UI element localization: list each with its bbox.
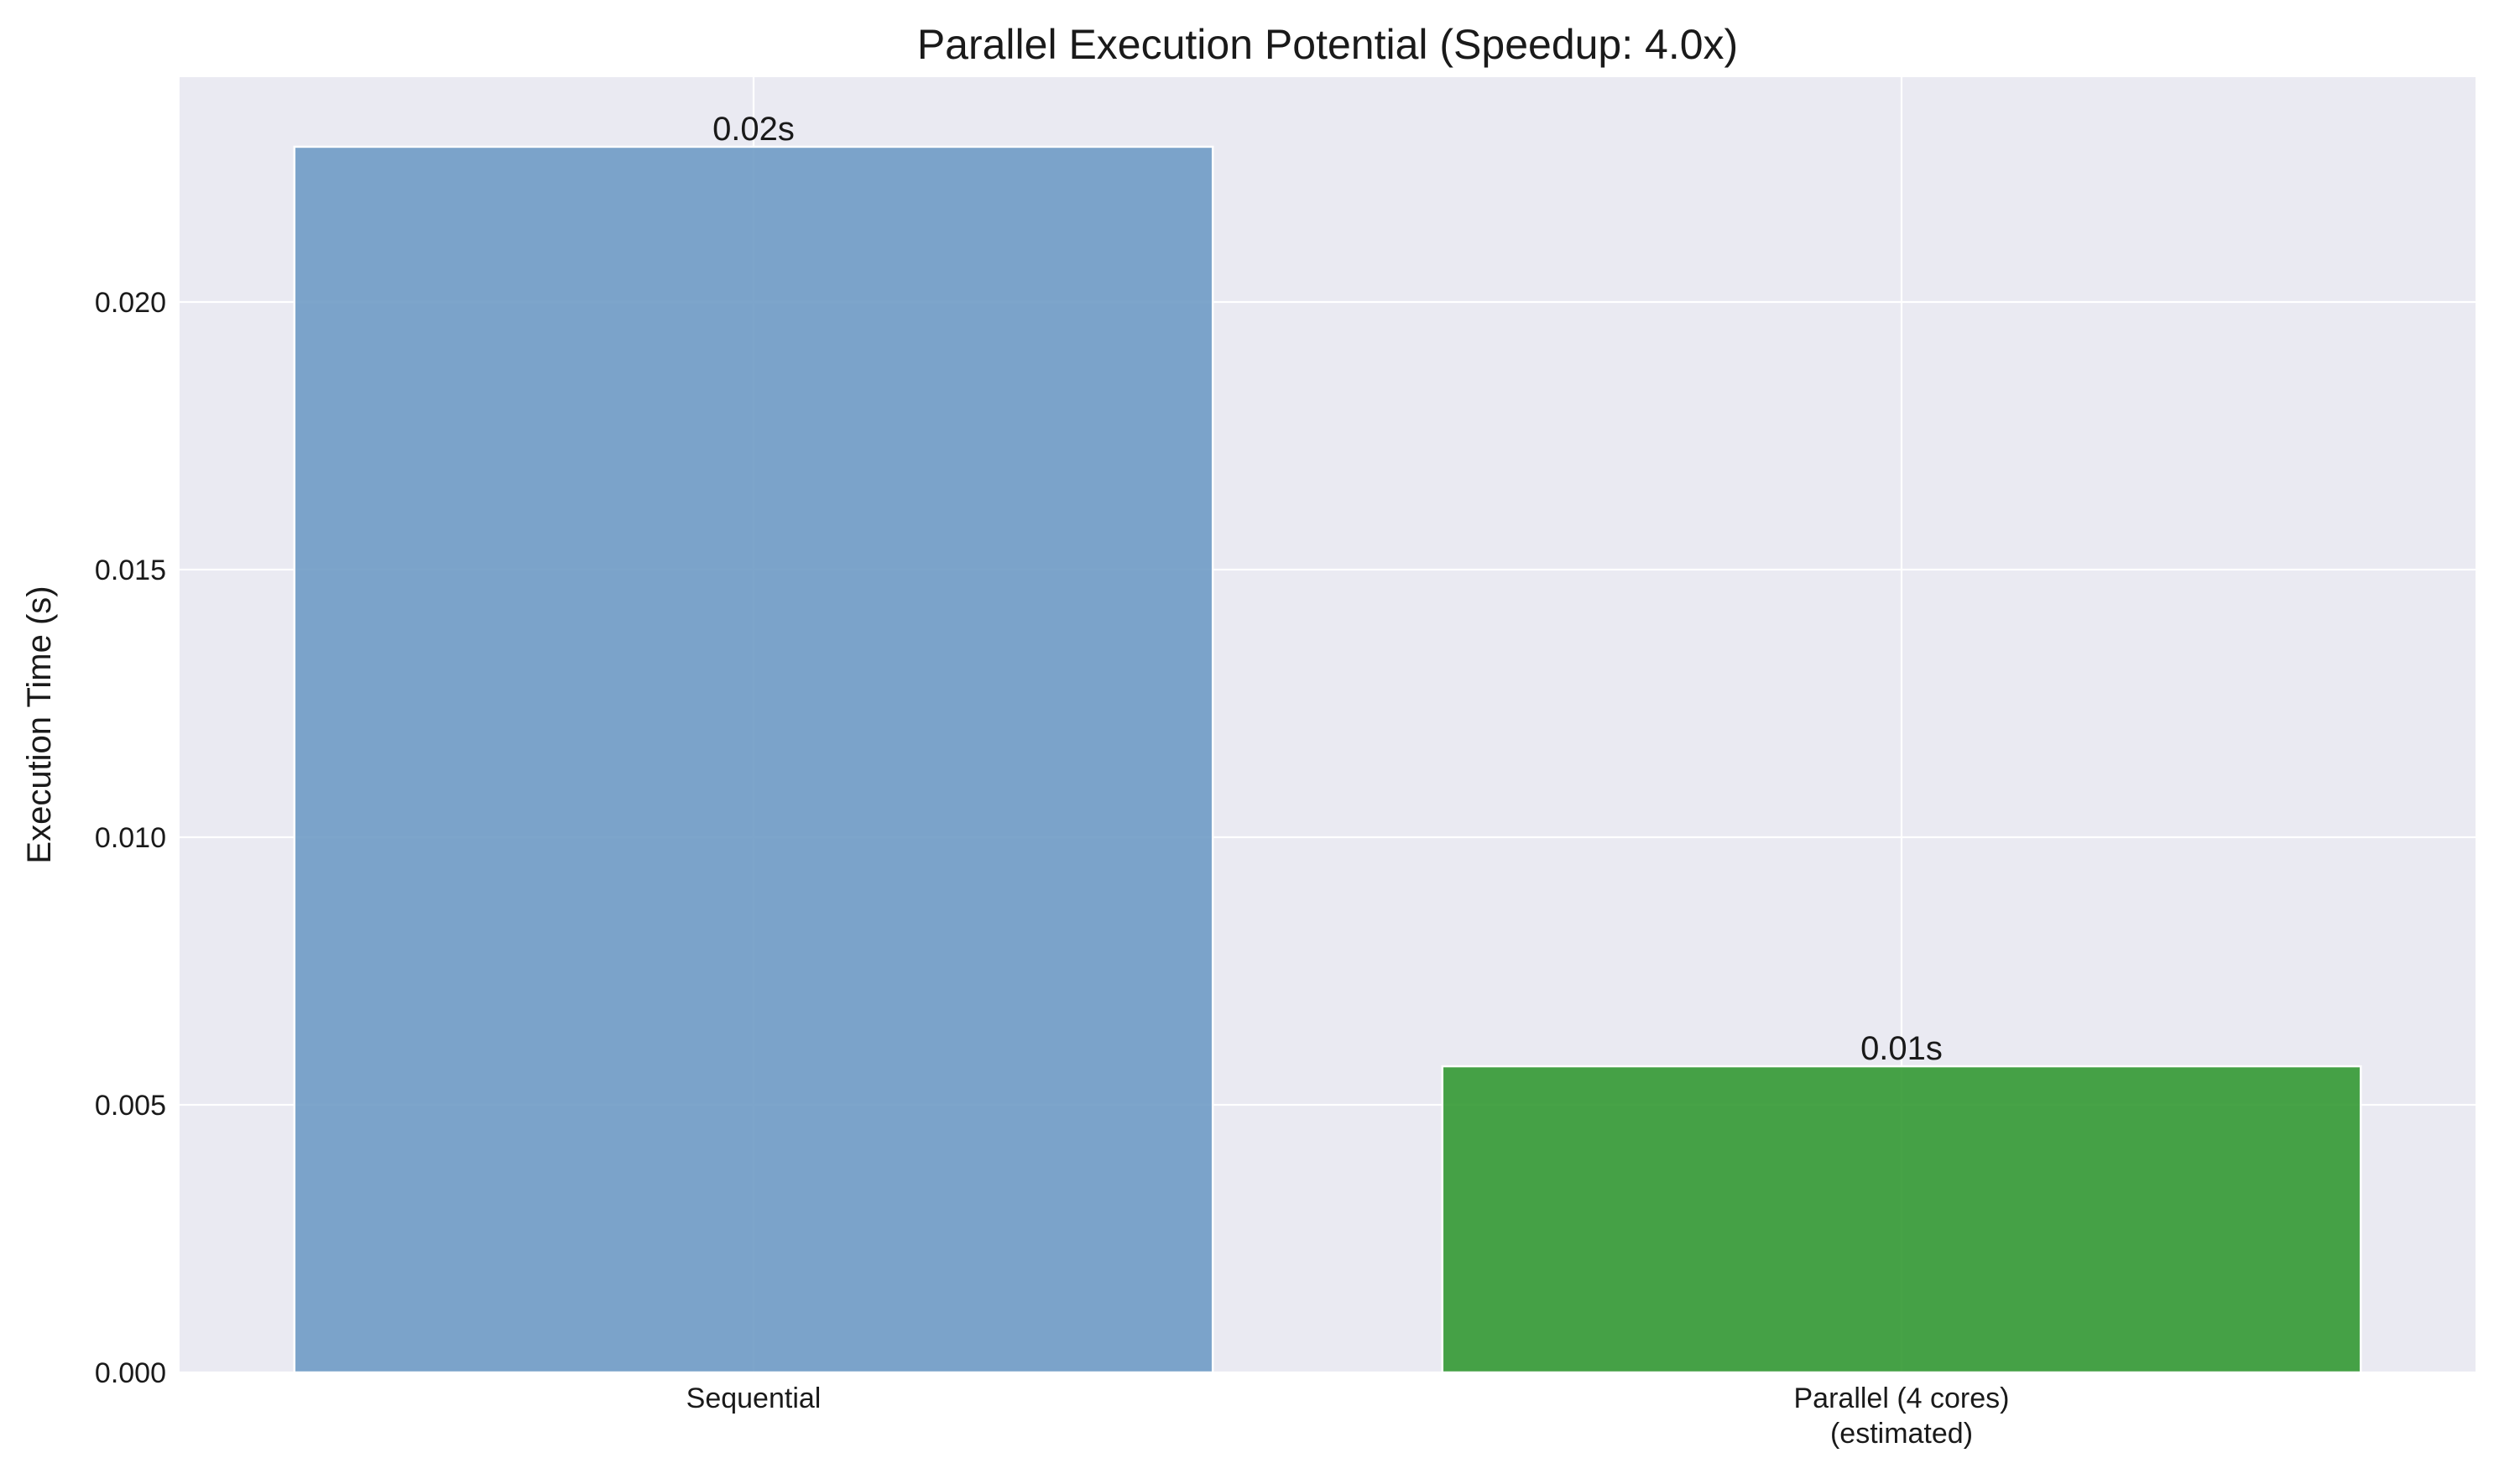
y-axis-ticks: 0.000 0.005 0.010 0.015 0.020 — [95, 287, 166, 1389]
chart-title: Parallel Execution Potential (Speedup: 4… — [917, 21, 1738, 68]
y-tick-label: 0.000 — [95, 1357, 166, 1389]
y-tick-label: 0.005 — [95, 1090, 166, 1122]
y-tick-label: 0.015 — [95, 555, 166, 586]
bar — [1441, 1065, 2362, 1374]
x-tick-label-line: Sequential — [686, 1382, 822, 1414]
x-tick-label-line: Parallel (4 cores) — [1794, 1382, 2010, 1414]
x-axis-ticks: Sequential Parallel (4 cores) (estimated) — [686, 1382, 2010, 1450]
bar-value-label: 0.02s — [712, 111, 795, 148]
y-tick-label: 0.010 — [95, 822, 166, 854]
bars — [293, 145, 2362, 1374]
x-tick-label-line: (estimated) — [1830, 1418, 1973, 1450]
bar-value-label: 0.01s — [1860, 1030, 1943, 1067]
x-tick-label: Sequential — [686, 1382, 822, 1414]
x-tick-label: Parallel (4 cores) (estimated) — [1794, 1382, 2010, 1450]
y-tick-label: 0.020 — [95, 287, 166, 319]
y-axis-label: Execution Time (s) — [21, 586, 58, 863]
value-labels: 0.02s 0.01s — [712, 111, 1943, 1067]
bar — [293, 145, 1214, 1374]
